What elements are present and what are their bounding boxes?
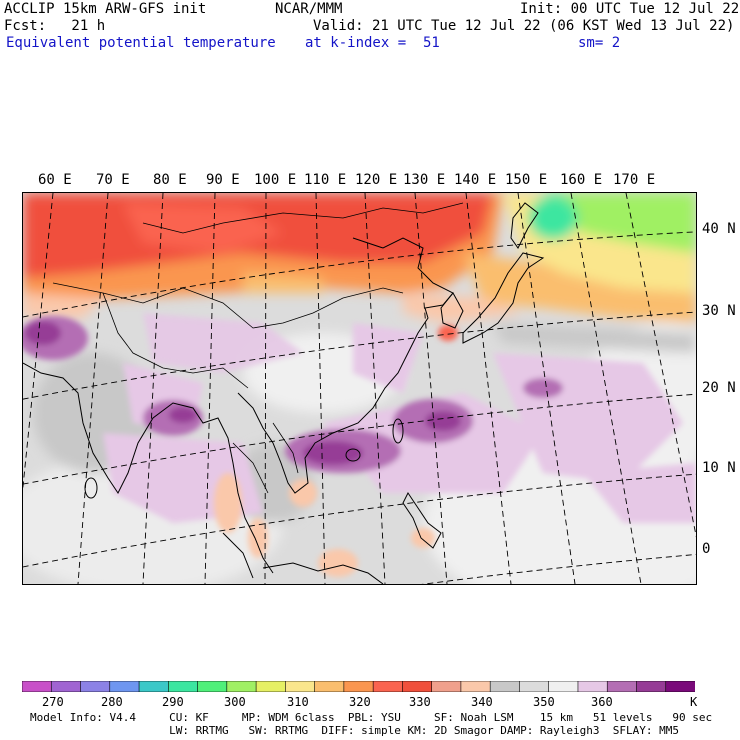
colorbar-tick-label: 280 [101, 695, 123, 709]
colorbar-tick-label: 350 [533, 695, 555, 709]
colorbar-swatch [109, 681, 140, 692]
colorbar-tick-label: 270 [42, 695, 64, 709]
field-name: Equivalent potential temperature [6, 35, 276, 51]
colorbar-swatch [50, 681, 82, 692]
colorbar-tick-label: 340 [471, 695, 493, 709]
theta-e-map [22, 192, 697, 585]
colorbar-swatch [460, 681, 491, 692]
lon-label: 160 E [560, 172, 603, 188]
lon-label: 60 E [38, 172, 72, 188]
lon-label: 80 E [153, 172, 187, 188]
tropical-moisture [23, 313, 696, 523]
colorbar-swatch [402, 681, 433, 692]
colorbar-tick-label: 300 [224, 695, 246, 709]
forecast-hour: Fcst: 21 h [4, 18, 106, 34]
colorbar-swatch [665, 681, 695, 692]
map-canvas [23, 193, 696, 584]
init-time: Init: 00 UTC Tue 12 Jul 22 [520, 1, 740, 17]
lon-label: 150 E [505, 172, 548, 188]
lat-label: 40 N [702, 221, 736, 237]
colorbar-swatch [548, 681, 579, 692]
colorbar [22, 681, 695, 692]
colorbar-swatch [636, 681, 667, 692]
colorbar-tick-label: 310 [287, 695, 309, 709]
colorbar-swatch [285, 681, 316, 692]
lat-label: 30 N [702, 303, 736, 319]
colorbar-swatch [168, 681, 199, 692]
lat-label: 10 N [702, 460, 736, 476]
lon-label: 70 E [96, 172, 130, 188]
lon-label: 100 E [254, 172, 297, 188]
colorbar-swatch [226, 681, 257, 692]
graticule [23, 193, 696, 584]
k-index-label: at k-index = 51 [305, 35, 440, 51]
colorbar-unit: K [690, 695, 698, 709]
colorbar-swatch [197, 681, 228, 692]
colorbar-tick-label: 320 [349, 695, 371, 709]
colorbar-swatch [138, 681, 170, 692]
model-info-line2: LW: RRTMG SW: RRTMG DIFF: simple KM: 2D … [30, 724, 680, 737]
colorbar-tick-label: 360 [591, 695, 613, 709]
colorbar-swatch [519, 681, 550, 692]
colorbar-swatch [22, 681, 53, 692]
colorbar-tick-label: 290 [162, 695, 184, 709]
model-info-line1: Model Info: V4.4 CU: KF MP: WDM 6class P… [30, 711, 713, 724]
lon-label: 170 E [613, 172, 656, 188]
lon-label: 110 E [304, 172, 347, 188]
colorbar-swatch [489, 681, 521, 692]
colorbar-tick-label: 330 [409, 695, 431, 709]
model-title: ACCLIP 15km ARW-GFS init [4, 1, 207, 17]
lat-label: 20 N [702, 380, 736, 396]
colorbar-swatch [372, 681, 404, 692]
smoothing-label: sm= 2 [578, 35, 621, 51]
colorbar-swatch [255, 681, 287, 692]
colorbar-swatch [314, 681, 345, 692]
lat-label: 0 [702, 541, 711, 557]
land-shading [214, 325, 458, 577]
coastlines [23, 202, 545, 584]
colorbar-swatch [431, 681, 462, 692]
lon-label: 130 E [403, 172, 446, 188]
colorbar-swatch [343, 681, 374, 692]
colorbar-swatch [80, 681, 111, 692]
valid-time: Valid: 21 UTC Tue 12 Jul 22 (06 KST Wed … [313, 18, 735, 34]
organization-label: NCAR/MMM [275, 1, 343, 17]
lon-label: 90 E [206, 172, 240, 188]
lon-label: 120 E [355, 172, 398, 188]
colorbar-swatch [577, 681, 609, 692]
colorbar-swatch [606, 681, 638, 692]
lon-label: 140 E [454, 172, 497, 188]
